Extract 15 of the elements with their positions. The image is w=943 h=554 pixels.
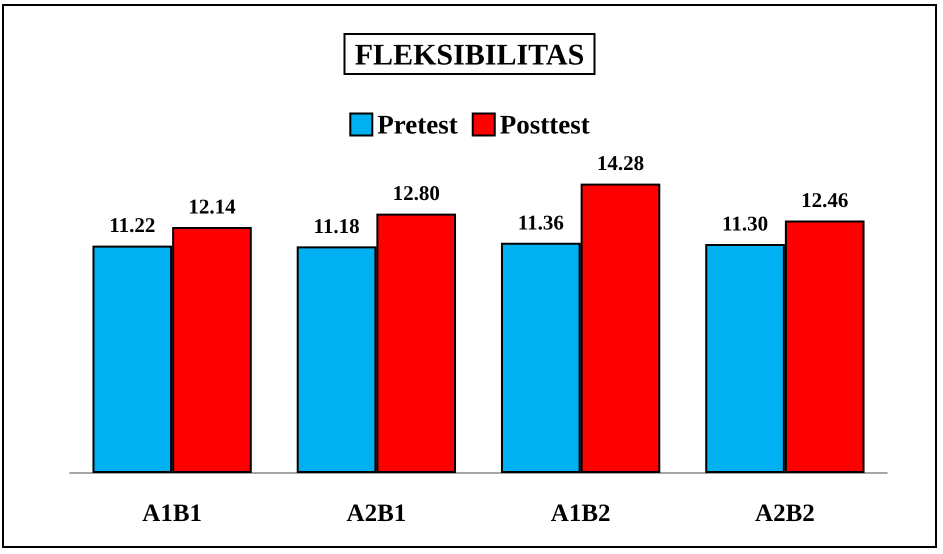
x-tick-label: A1B1 bbox=[142, 500, 202, 527]
legend-label: Pretest bbox=[377, 110, 458, 140]
legend-label: Posttest bbox=[500, 110, 590, 140]
data-label: 12.46 bbox=[801, 188, 848, 212]
data-label: 11.18 bbox=[314, 214, 360, 238]
data-label: 12.14 bbox=[188, 194, 236, 218]
data-label: 14.28 bbox=[596, 151, 644, 176]
chart-title: FLEKSIBILITAS bbox=[354, 38, 584, 72]
data-label: 12.80 bbox=[392, 181, 440, 206]
x-tick-label: A2B1 bbox=[346, 500, 406, 527]
x-tick-label: A2B2 bbox=[755, 500, 815, 527]
x-tick-label: A1B2 bbox=[550, 500, 610, 527]
data-label: 11.22 bbox=[109, 213, 156, 238]
data-label: 11.30 bbox=[722, 211, 768, 236]
data-label: 11.36 bbox=[518, 210, 564, 234]
